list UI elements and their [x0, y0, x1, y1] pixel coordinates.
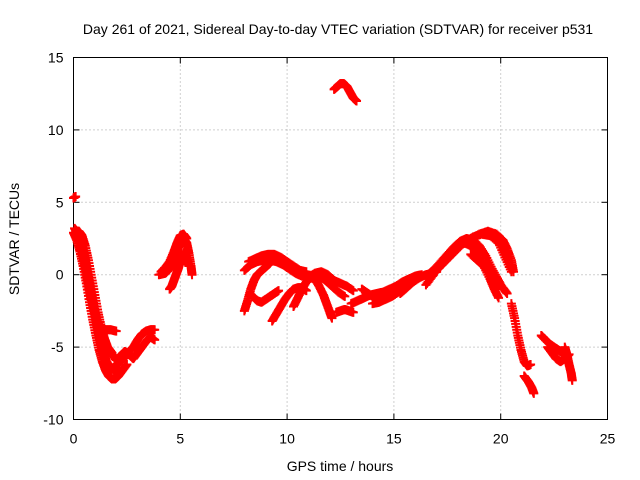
data-point-arc-d: [111, 326, 121, 336]
x-tick-label-0: 0: [70, 431, 78, 447]
data-point-arc-i: [182, 234, 192, 243]
data-point-arc-j: [184, 261, 194, 271]
y-tick-label-neg10: -10: [43, 412, 63, 428]
y-tick-label-5: 5: [56, 194, 64, 210]
data-point-arc-ah: [567, 375, 577, 385]
x-tick-label-20: 20: [493, 431, 509, 447]
data-point-arc-g: [150, 325, 160, 335]
x-tick-label-15: 15: [386, 431, 402, 447]
data-point-arc-f: [150, 335, 160, 345]
data-point-arc-r: [340, 291, 350, 301]
data-point-arc-a: [122, 359, 132, 369]
data-point-arc-ae: [529, 388, 539, 398]
y-tick-label-0: 0: [56, 267, 64, 283]
data-points: [69, 79, 577, 398]
data-point-arc-p: [327, 313, 337, 323]
data-point-arc-ad: [526, 359, 536, 369]
data-point-arc-ab: [506, 267, 516, 277]
data-point-arc-q: [348, 286, 358, 296]
y-tick-label-neg5: -5: [51, 339, 64, 355]
x-tick-label-5: 5: [176, 431, 184, 447]
x-tick-label-10: 10: [279, 431, 295, 447]
data-point-arc-e: [71, 192, 81, 202]
chart-title: Day 261 of 2021, Sidereal Day-to-day VTE…: [83, 21, 593, 37]
data-point-arc-y: [494, 293, 504, 303]
y-tick-label-15: 15: [48, 50, 64, 66]
data-point-arc-m: [265, 258, 275, 268]
data-point-arc-n: [274, 286, 284, 296]
y-tick-label-10: 10: [48, 122, 64, 138]
data-point-arc-t: [352, 96, 362, 106]
y-axis-label: SDTVAR / TECUs: [6, 183, 22, 295]
x-axis-label: GPS time / hours: [287, 458, 394, 474]
data-point-arc-h: [187, 270, 197, 280]
data-point-arc-s: [348, 307, 358, 317]
x-tick-labels: 0 5 10 15 20 25: [70, 431, 616, 447]
data-point-arc-l: [301, 267, 311, 277]
y-tick-labels: -10 -5 0 5 10 15: [43, 50, 63, 428]
x-tick-label-25: 25: [600, 431, 616, 447]
data-point-arc-ac: [502, 289, 512, 299]
